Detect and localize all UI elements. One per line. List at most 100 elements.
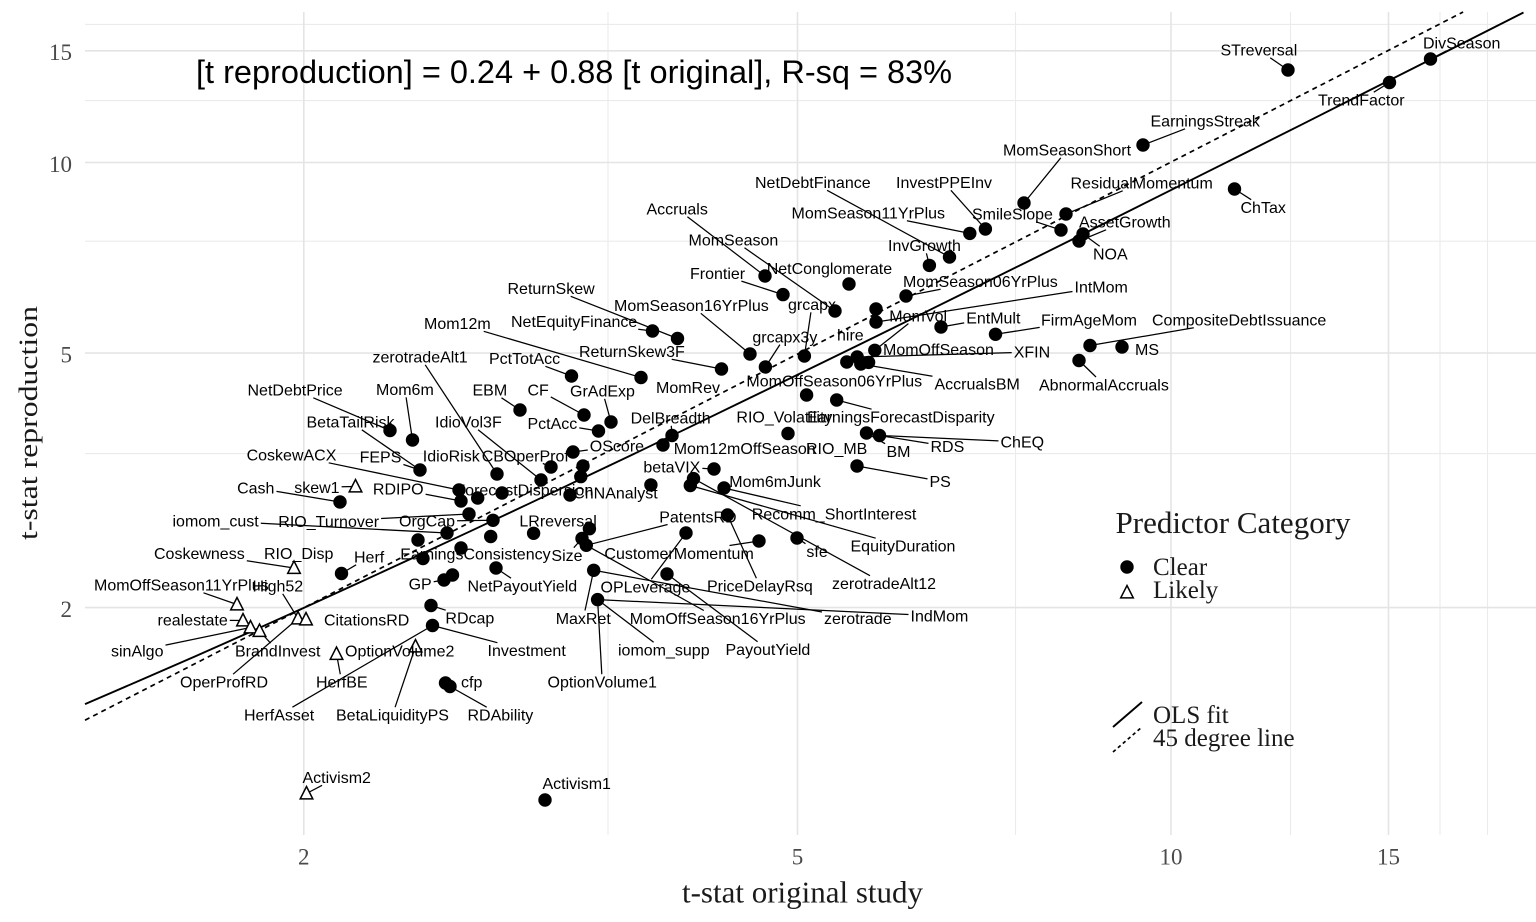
svg-text:RIO_MB: RIO_MB <box>806 441 867 458</box>
svg-text:ChNAnalyst: ChNAnalyst <box>573 486 658 503</box>
svg-text:ReturnSkew3F: ReturnSkew3F <box>579 344 685 361</box>
svg-text:zerotrade: zerotrade <box>824 611 892 628</box>
svg-text:STreversal: STreversal <box>1221 43 1298 60</box>
svg-text:Mom12mOffSeason: Mom12mOffSeason <box>674 441 816 458</box>
svg-text:ChTax: ChTax <box>1241 200 1286 217</box>
svg-text:Cash: Cash <box>237 481 274 498</box>
svg-text:HerfBE: HerfBE <box>316 675 368 692</box>
svg-text:5: 5 <box>792 845 804 870</box>
svg-text:MomSeason: MomSeason <box>689 233 779 250</box>
svg-text:OPLeverage: OPLeverage <box>601 580 691 597</box>
svg-text:NetDebtFinance: NetDebtFinance <box>755 175 871 192</box>
svg-text:AbnormalAccruals: AbnormalAccruals <box>1039 378 1169 395</box>
svg-text:Investment: Investment <box>488 643 567 660</box>
svg-text:zerotradeAlt1: zerotradeAlt1 <box>373 350 468 367</box>
svg-text:NetDebtPrice: NetDebtPrice <box>248 383 343 400</box>
svg-text:PctTotAcc: PctTotAcc <box>489 351 560 368</box>
svg-text:OptionVolume1: OptionVolume1 <box>548 675 658 692</box>
svg-text:Size: Size <box>551 548 582 565</box>
svg-text:RIO_Disp: RIO_Disp <box>264 546 333 563</box>
svg-text:MomOffSeason06YrPlus: MomOffSeason06YrPlus <box>746 374 922 391</box>
svg-text:DelBreadth: DelBreadth <box>631 411 711 428</box>
svg-text:2: 2 <box>61 597 73 622</box>
svg-text:CustomerMomentum: CustomerMomentum <box>604 546 753 563</box>
svg-text:Activism1: Activism1 <box>543 776 612 793</box>
svg-text:MomSeasonShort: MomSeasonShort <box>1003 143 1132 160</box>
svg-text:iomom_cust: iomom_cust <box>173 514 260 531</box>
svg-text:Clear: Clear <box>1153 554 1208 581</box>
svg-text:Frontier: Frontier <box>690 266 746 283</box>
svg-text:BM: BM <box>887 444 911 461</box>
svg-text:EquityDuration: EquityDuration <box>851 539 956 556</box>
svg-text:Likely: Likely <box>1153 577 1219 604</box>
svg-text:iomom_supp: iomom_supp <box>618 643 710 660</box>
svg-text:ChEQ: ChEQ <box>1001 435 1045 452</box>
svg-text:GP: GP <box>409 577 432 594</box>
svg-text:RIO_Volatility: RIO_Volatility <box>736 410 832 427</box>
svg-text:IndMom: IndMom <box>911 609 969 626</box>
svg-text:CBOperProf: CBOperProf <box>482 448 570 465</box>
svg-text:15: 15 <box>49 40 72 65</box>
svg-text:skew1: skew1 <box>294 480 339 497</box>
svg-text:BrandInvest: BrandInvest <box>235 644 321 661</box>
svg-text:XFIN: XFIN <box>1014 345 1050 362</box>
svg-text:SmileSlope: SmileSlope <box>972 207 1053 224</box>
svg-text:10: 10 <box>1160 845 1183 870</box>
svg-text:RDAbility: RDAbility <box>468 708 534 725</box>
svg-text:2: 2 <box>298 845 310 870</box>
svg-text:MomVol: MomVol <box>889 309 947 326</box>
svg-text:grcapx: grcapx <box>788 297 836 314</box>
svg-text:FirmAgeMom: FirmAgeMom <box>1041 312 1137 329</box>
svg-text:High52: High52 <box>253 579 304 596</box>
svg-text:MS: MS <box>1135 342 1159 359</box>
svg-text:DivSeason: DivSeason <box>1423 36 1500 53</box>
svg-text:t-stat reproduction: t-stat reproduction <box>14 306 43 540</box>
svg-text:5: 5 <box>61 342 73 367</box>
svg-text:PayoutYield: PayoutYield <box>726 642 811 659</box>
svg-text:CoskewACX: CoskewACX <box>247 448 337 465</box>
svg-text:AssetGrowth: AssetGrowth <box>1079 215 1171 232</box>
svg-text:InvGrowth: InvGrowth <box>888 238 961 255</box>
svg-text:PriceDelayRsq: PriceDelayRsq <box>707 579 813 596</box>
svg-text:sfe: sfe <box>806 544 827 561</box>
svg-text:Herf: Herf <box>354 550 385 567</box>
svg-text:PS: PS <box>930 474 951 491</box>
svg-text:cfp: cfp <box>461 675 482 692</box>
svg-text:RDcap: RDcap <box>445 611 494 628</box>
svg-text:EarningsForecastDisparity: EarningsForecastDisparity <box>807 410 995 427</box>
svg-text:zerotradeAlt12: zerotradeAlt12 <box>832 576 936 593</box>
svg-text:EarningsConsistency: EarningsConsistency <box>400 547 550 564</box>
svg-text:InvestPPEInv: InvestPPEInv <box>896 175 992 192</box>
svg-text:Recomm_ShortInterest: Recomm_ShortInterest <box>752 506 917 523</box>
svg-text:AccrualsBM: AccrualsBM <box>935 377 1020 394</box>
svg-text:sinAlgo: sinAlgo <box>111 644 164 661</box>
svg-text:EarningsStreak: EarningsStreak <box>1151 114 1261 131</box>
svg-text:ResidualMomentum: ResidualMomentum <box>1071 176 1213 193</box>
svg-text:BetaTailRisk: BetaTailRisk <box>307 415 396 432</box>
svg-text:CF: CF <box>528 383 550 400</box>
svg-text:MomRev: MomRev <box>656 380 720 397</box>
svg-text:hire: hire <box>837 328 864 345</box>
svg-text:10: 10 <box>49 152 72 177</box>
svg-text:MomOffSeason16YrPlus: MomOffSeason16YrPlus <box>630 611 806 628</box>
svg-text:EBM: EBM <box>473 383 508 400</box>
svg-text:EntMult: EntMult <box>966 311 1021 328</box>
svg-text:Mom6m: Mom6m <box>376 382 434 399</box>
svg-text:RDS: RDS <box>931 439 965 456</box>
svg-text:PctAcc: PctAcc <box>528 416 578 433</box>
svg-text:Coskewness: Coskewness <box>154 546 245 563</box>
svg-text:IdioRisk: IdioRisk <box>423 449 481 466</box>
svg-text:NetConglomerate: NetConglomerate <box>767 261 893 278</box>
svg-text:CompositeDebtIssuance: CompositeDebtIssuance <box>1152 313 1326 330</box>
svg-text:IntMom: IntMom <box>1075 280 1128 297</box>
svg-text:t-stat original study: t-stat original study <box>682 874 924 909</box>
svg-text:NOA: NOA <box>1093 247 1128 264</box>
svg-text:ReturnSkew: ReturnSkew <box>508 281 596 298</box>
svg-text:PatentsRD: PatentsRD <box>659 509 736 526</box>
svg-text:OperProfRD: OperProfRD <box>180 675 268 692</box>
svg-text:NetEquityFinance: NetEquityFinance <box>511 314 637 331</box>
svg-text:15: 15 <box>1377 845 1400 870</box>
svg-text:IdioVol3F: IdioVol3F <box>435 415 502 432</box>
svg-text:ForecastDispersion: ForecastDispersion <box>455 483 593 500</box>
svg-text:Mom12m: Mom12m <box>424 316 491 333</box>
